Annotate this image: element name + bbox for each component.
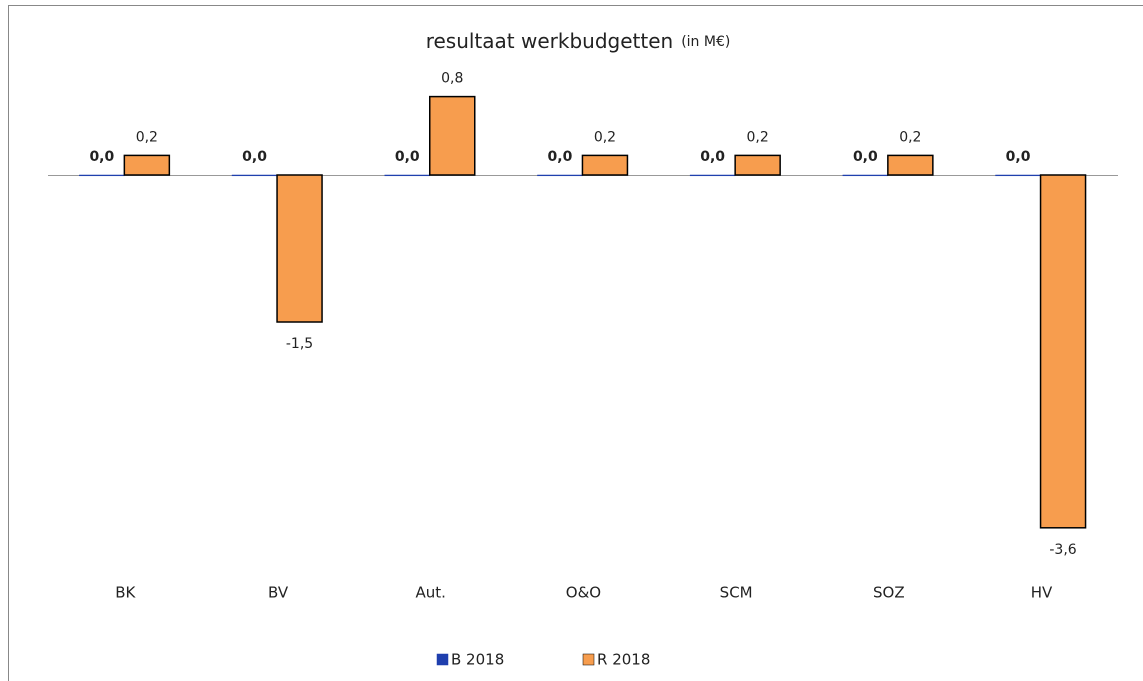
bar <box>842 174 889 177</box>
value-label: 0,2 <box>136 129 158 145</box>
bar <box>995 174 1041 177</box>
value-label: -3,6 <box>1049 542 1076 558</box>
legend-swatch <box>436 653 449 666</box>
bar <box>581 154 629 176</box>
bar <box>231 174 278 177</box>
value-label: 0,0 <box>548 149 573 165</box>
bar <box>1039 174 1087 529</box>
value-label: -1,5 <box>286 336 313 352</box>
value-label: 0,2 <box>594 129 616 145</box>
chart-frame <box>8 5 1143 681</box>
x-tick-label: O&O <box>566 584 601 602</box>
legend-label: B 2018 <box>451 651 504 669</box>
legend-label: R 2018 <box>597 651 650 669</box>
bar <box>79 174 125 177</box>
bar <box>689 174 736 177</box>
value-label: 0,0 <box>89 149 114 165</box>
value-label: 0,0 <box>1006 149 1031 165</box>
value-label: 0,0 <box>395 149 420 165</box>
value-label: 0,0 <box>242 149 267 165</box>
x-tick-label: HV <box>1031 584 1053 602</box>
value-label: 0,2 <box>899 129 921 145</box>
bar <box>123 154 171 176</box>
value-label: 0,0 <box>700 149 725 165</box>
value-label: 0,0 <box>853 149 878 165</box>
bar <box>276 174 323 323</box>
bar <box>429 95 476 176</box>
x-tick-label: SOZ <box>873 584 905 602</box>
bar <box>734 154 781 176</box>
x-tick-label: Aut. <box>416 584 446 602</box>
bar <box>887 154 934 176</box>
title-text: resultaat werkbudgetten <box>426 29 674 53</box>
value-label: 0,8 <box>441 71 463 87</box>
bar <box>537 174 583 177</box>
x-tick-label: BV <box>268 584 289 602</box>
legend-swatch <box>582 653 595 666</box>
chart-title: resultaat werkbudgetten (in M€) <box>426 29 731 53</box>
subtitle-text: (in M€) <box>681 34 730 50</box>
x-tick-label: BK <box>115 584 136 602</box>
x-tick-label: SCM <box>720 584 753 602</box>
bar <box>384 174 430 177</box>
value-label: 0,2 <box>747 129 769 145</box>
